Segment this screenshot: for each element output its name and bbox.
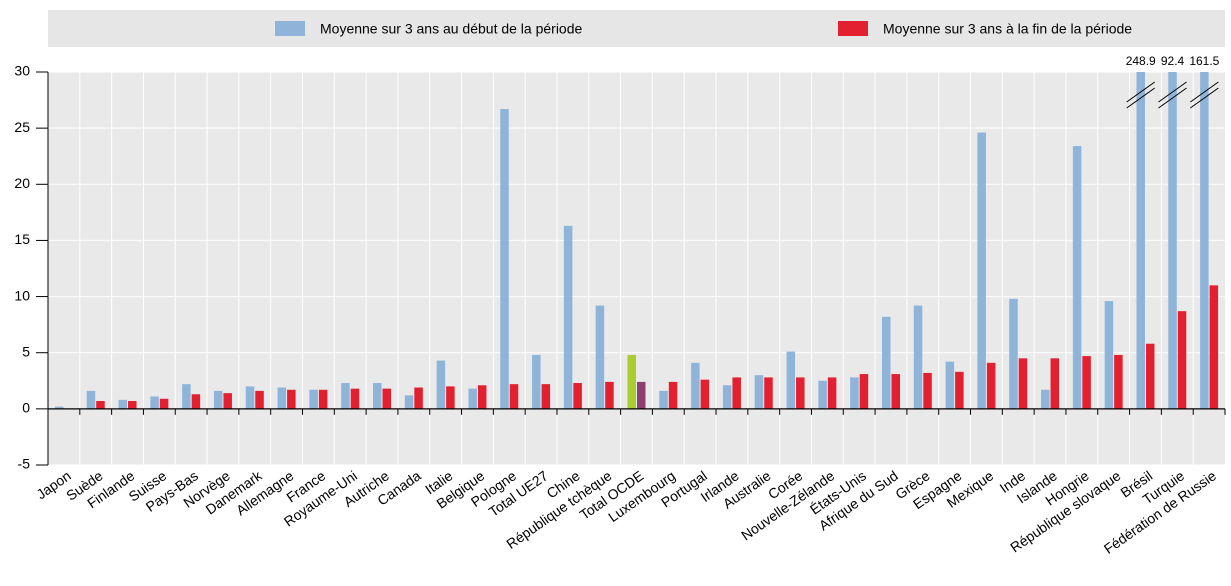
bar: [54, 406, 64, 409]
y-tick-label: 15: [14, 231, 30, 247]
bar: [436, 360, 446, 409]
bar: [818, 380, 827, 409]
legend-label: Moyenne sur 3 ans à la fin de la période: [883, 21, 1132, 37]
bar: [159, 398, 169, 409]
y-tick-label: -5: [18, 456, 31, 472]
bar: [287, 389, 296, 409]
plot-background: [48, 72, 1225, 465]
bar: [404, 395, 414, 409]
bar: [605, 381, 614, 409]
legend-background: [48, 10, 1225, 47]
bar: [532, 354, 541, 409]
bar: [1009, 298, 1018, 409]
value-label: 161.5: [1189, 54, 1219, 68]
axis-break: [1190, 87, 1219, 109]
y-tick-label: 30: [14, 63, 30, 79]
legend-swatch: [838, 21, 868, 36]
bar: [977, 132, 986, 409]
bar: [309, 389, 318, 409]
bar: [223, 393, 232, 409]
bar: [891, 374, 900, 409]
axis-break: [1158, 87, 1187, 109]
bar: [341, 383, 350, 409]
bar: [923, 372, 932, 409]
axis-break: [1158, 81, 1187, 103]
y-tick-label: 0: [22, 400, 30, 416]
bar: [1168, 72, 1177, 409]
legend-label: Moyenne sur 3 ans au début de la période: [320, 21, 583, 37]
bar: [541, 384, 551, 409]
bar: [509, 384, 519, 409]
bar: [700, 379, 710, 409]
bar: [1018, 358, 1028, 409]
bar: [1145, 343, 1155, 409]
bar: [573, 383, 582, 409]
bar: [668, 381, 678, 409]
bar: [191, 394, 201, 409]
axis-break: [1190, 81, 1219, 103]
bar: [118, 399, 128, 409]
bar: [850, 377, 859, 409]
value-label: 248.9: [1126, 54, 1156, 68]
bar: [150, 396, 159, 409]
bar: [86, 390, 96, 409]
axis-break: [1126, 81, 1156, 103]
bar: [1041, 389, 1050, 409]
bar: [318, 389, 328, 409]
bar: [1177, 311, 1187, 409]
bar: [1136, 72, 1145, 409]
bar: [986, 362, 996, 409]
bar: [786, 351, 796, 409]
bar: [595, 305, 605, 409]
y-tick-label: 20: [14, 175, 30, 191]
bar: [563, 225, 573, 409]
y-tick-label: 25: [14, 119, 30, 135]
bar: [754, 375, 764, 409]
bar: [373, 383, 382, 409]
bar: [477, 385, 487, 409]
bar: [500, 109, 509, 409]
bar: [1200, 72, 1209, 409]
bar: [1114, 354, 1123, 409]
bar: [96, 400, 105, 409]
bar: [382, 388, 392, 409]
y-tick-label: 5: [22, 343, 30, 359]
bar: [245, 386, 255, 409]
bar: [213, 390, 223, 409]
bar: [277, 387, 287, 409]
bar: [1082, 356, 1091, 409]
bar: [955, 371, 964, 409]
bar: [913, 305, 923, 409]
bar: [722, 385, 732, 409]
bar: [350, 388, 360, 409]
bar: [1209, 285, 1219, 409]
bar: [446, 386, 455, 409]
bar: [764, 377, 773, 409]
bar: [128, 400, 137, 409]
bar: [255, 390, 264, 409]
y-tick-label: 10: [14, 287, 30, 303]
bar: [1072, 146, 1082, 409]
bar: [182, 384, 191, 409]
bar: [659, 390, 668, 409]
bar: [1050, 358, 1060, 409]
bar: [881, 316, 891, 409]
bar: [945, 361, 955, 409]
bar: [827, 377, 837, 409]
bar: [796, 377, 805, 409]
bar: [637, 381, 646, 409]
value-label: 92.4: [1161, 54, 1185, 68]
bar: [859, 374, 869, 409]
bar: [732, 377, 741, 409]
bar: [627, 354, 636, 409]
axis-break: [1126, 87, 1156, 109]
bar: [1104, 301, 1114, 409]
bar: [468, 388, 477, 409]
bar: [414, 387, 423, 409]
bar: [691, 362, 700, 409]
legend-swatch: [275, 21, 305, 36]
